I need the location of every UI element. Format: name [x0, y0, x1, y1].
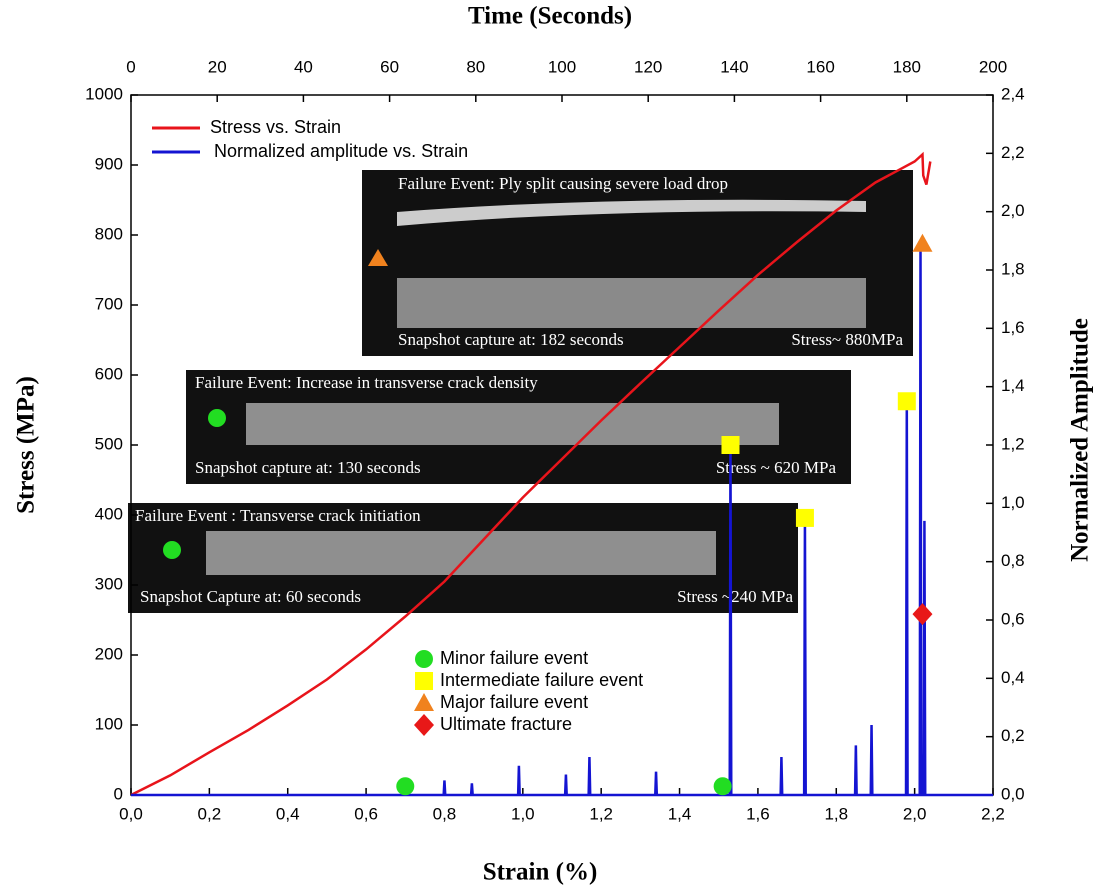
y2-axis-title: Normalized Amplitude — [1067, 318, 1094, 562]
x2-tick-label: 160 — [806, 57, 834, 76]
x-tick-label: 0,8 — [433, 804, 457, 823]
inset-stress: Stress~ 880MPa — [791, 330, 903, 349]
x2-tick-label: 20 — [208, 57, 227, 76]
inset-photo — [397, 278, 866, 328]
inset-stress: Stress ~ 620 MPa — [716, 458, 837, 477]
y-tick-label: 500 — [95, 434, 123, 453]
x-tick-label: 1,4 — [668, 804, 692, 823]
x2-tick-label: 200 — [979, 57, 1007, 76]
x2-tick-label: 120 — [634, 57, 662, 76]
legend-label: Intermediate failure event — [440, 670, 643, 690]
marker — [396, 777, 415, 796]
x2-tick-label: 100 — [548, 57, 576, 76]
x2-tick-label: 180 — [893, 57, 921, 76]
top-axis-title: Time (Seconds) — [468, 3, 632, 30]
legend-swatch — [414, 714, 434, 736]
y2-tick-label: 1,4 — [1001, 376, 1025, 395]
marker — [721, 436, 740, 454]
x2-tick-label: 60 — [380, 57, 399, 76]
inset-capture: Snapshot Capture at: 60 seconds — [140, 587, 361, 606]
y-tick-label: 300 — [95, 574, 123, 593]
y2-tick-label: 0,0 — [1001, 784, 1025, 803]
x-axis-title: Strain (%) — [483, 859, 598, 886]
inset-crack-initiation: Failure Event : Transverse crack initiat… — [128, 503, 798, 613]
y2-tick-label: 0,4 — [1001, 668, 1025, 687]
y2-tick-label: 2,4 — [1001, 84, 1025, 103]
y2-tick-label: 1,0 — [1001, 493, 1025, 512]
inset-capture: Snapshot capture at: 130 seconds — [195, 458, 421, 477]
inset-photo — [206, 531, 716, 575]
marker — [897, 392, 916, 411]
y2-tick-label: 0,6 — [1001, 609, 1025, 628]
y-tick-label: 100 — [95, 714, 123, 733]
inset-crack-density: Failure Event: Increase in transverse cr… — [186, 370, 851, 484]
x-tick-label: 0,2 — [198, 804, 222, 823]
marker — [912, 233, 933, 252]
inset-boxes: Failure Event: Ply split causing severe … — [128, 170, 913, 613]
y-tick-label: 200 — [95, 644, 123, 663]
marker — [795, 508, 814, 527]
y2-tick-label: 0,2 — [1001, 726, 1025, 745]
inset-icon — [163, 541, 181, 559]
x2-tick-label: 40 — [294, 57, 313, 76]
y-tick-label: 400 — [95, 504, 123, 523]
y2-tick-label: 2,2 — [1001, 143, 1025, 162]
x-tick-label: 0,0 — [119, 804, 143, 823]
inset-title: Failure Event: Increase in transverse cr… — [195, 373, 538, 392]
inset-photo — [246, 403, 779, 445]
y-tick-label: 800 — [95, 224, 123, 243]
inset-capture: Snapshot capture at: 182 seconds — [398, 330, 624, 349]
x-tick-label: 2,2 — [981, 804, 1005, 823]
legend-label: Normalized amplitude vs. Strain — [214, 141, 468, 161]
x-tick-label: 1,0 — [511, 804, 535, 823]
y2-tick-label: 1,2 — [1001, 434, 1025, 453]
x-tick-label: 1,6 — [746, 804, 770, 823]
legend-label: Stress vs. Strain — [210, 117, 341, 137]
inset-icon — [368, 249, 388, 266]
plot: 0,0 0,2 0,4 0,6 0,8 1,0 1,2 1,4 1,6 1,8 2,0 2,2 0 20 4… — [85, 57, 1024, 823]
inset-ply-split: Failure Event: Ply split causing severe … — [362, 170, 913, 356]
x-tick-label: 1,8 — [824, 804, 848, 823]
series-line — [130, 151, 932, 797]
y-tick-label: 600 — [95, 364, 123, 383]
x2-tick-label: 140 — [720, 57, 748, 76]
y2-tick-label: 2,0 — [1001, 201, 1025, 220]
inset-title: Failure Event : Transverse crack initiat… — [135, 506, 421, 525]
x2-tick-label: 80 — [466, 57, 485, 76]
y2-tick-label: 1,6 — [1001, 318, 1025, 337]
inset-stress: Stress ~240 MPa — [677, 587, 793, 606]
y-axis-title: Stress (MPa) — [13, 376, 40, 514]
legend-swatch — [414, 693, 434, 711]
marker — [912, 603, 933, 626]
series-line — [131, 246, 993, 797]
x2-tick-label: 0 — [126, 57, 135, 76]
legend-label: Major failure event — [440, 692, 588, 712]
marker — [713, 777, 732, 796]
inset-background — [362, 170, 913, 356]
y-tick-label: 700 — [95, 294, 123, 313]
x-tick-label: 1,2 — [589, 804, 613, 823]
y-tick-label: 900 — [95, 154, 123, 173]
x-tick-label: 0,4 — [276, 804, 300, 823]
legend-label: Ultimate fracture — [440, 714, 572, 734]
y-tick-label: 0 — [114, 784, 123, 803]
x-tick-label: 0,6 — [354, 804, 378, 823]
inset-photo — [397, 199, 866, 226]
legend-swatch — [415, 650, 433, 668]
y2-tick-label: 0,8 — [1001, 551, 1025, 570]
y2-tick-label: 1,8 — [1001, 259, 1025, 278]
legend-label: Minor failure event — [440, 648, 588, 668]
legend-swatch — [415, 672, 433, 690]
inset-icon — [208, 409, 226, 427]
y-tick-label: 1000 — [85, 84, 123, 103]
inset-title: Failure Event: Ply split causing severe … — [398, 174, 728, 193]
x-tick-label: 2,0 — [903, 804, 927, 823]
